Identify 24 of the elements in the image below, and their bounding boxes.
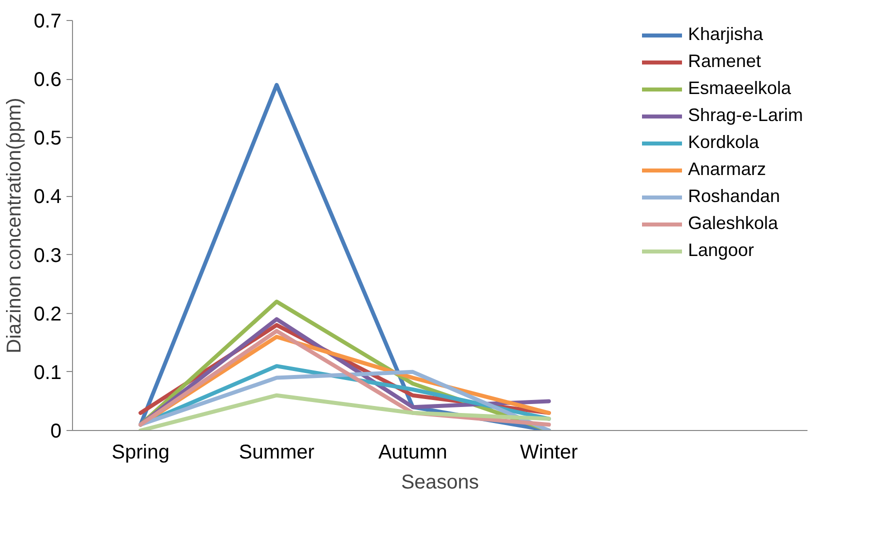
legend-label: Ramenet — [688, 51, 761, 72]
y-tick-label: 0 — [50, 420, 62, 442]
x-tick-label: Autumn — [378, 442, 448, 464]
legend-label: Kordkola — [688, 132, 759, 153]
legend-label: Galeshkola — [688, 213, 778, 234]
legend-label: Shrag-e-Larim — [688, 105, 803, 126]
y-tick-label: 0.4 — [34, 186, 62, 208]
y-tick-label: 0.6 — [34, 69, 62, 92]
y-tick-label: 0.2 — [34, 303, 62, 326]
legend-label: Esmaeelkola — [688, 78, 792, 99]
y-tick-label: 0.5 — [34, 128, 62, 150]
y-tick-label: 0.7 — [34, 10, 62, 32]
x-tick-label: Winter — [520, 442, 578, 464]
y-tick-label: 0.3 — [34, 244, 62, 267]
legend-label: Anarmarz — [688, 159, 766, 180]
y-axis-title: Diazinon concentration(ppm) — [4, 98, 26, 354]
line-series — [138, 393, 551, 430]
legend-label: Kharjisha — [688, 24, 763, 45]
y-tick-label: 0.1 — [34, 362, 62, 384]
x-tick-label: Spring — [112, 442, 170, 464]
x-axis-title: Seasons — [401, 472, 479, 494]
legend-label: Langoor — [688, 240, 754, 261]
x-tick-label: Summer — [238, 442, 315, 464]
legend-label: Roshandan — [688, 186, 780, 207]
